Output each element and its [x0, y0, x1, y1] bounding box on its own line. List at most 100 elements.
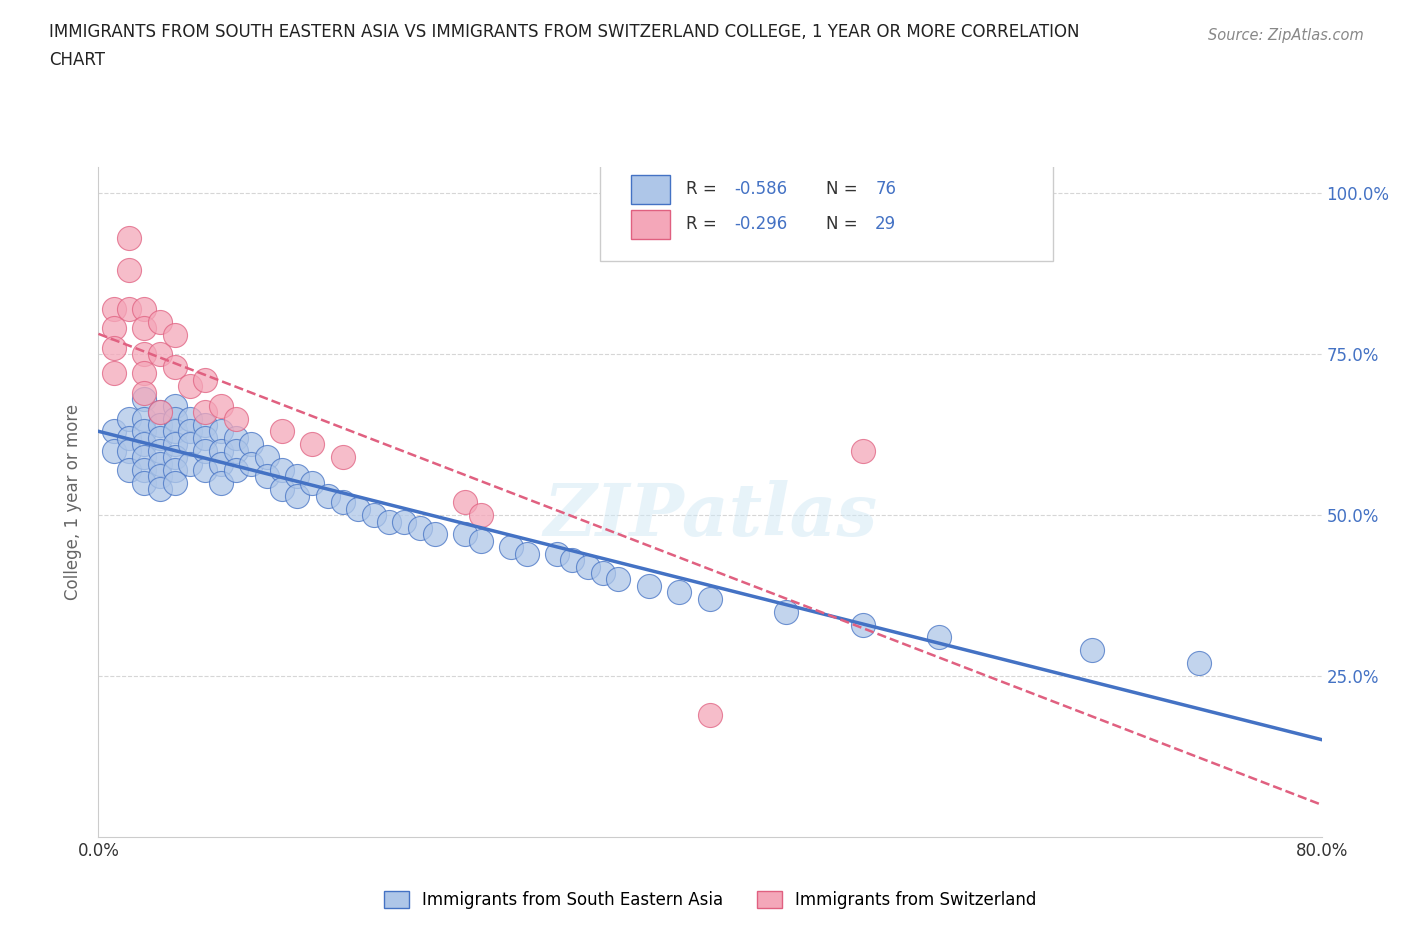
Point	[103, 424, 125, 439]
Point	[470, 534, 492, 549]
Point	[163, 450, 186, 465]
Text: -0.586: -0.586	[734, 180, 787, 198]
Point	[852, 618, 875, 632]
Point	[134, 385, 156, 400]
Point	[561, 552, 583, 567]
Point	[149, 444, 172, 458]
Point	[454, 527, 477, 542]
Text: -0.296: -0.296	[734, 216, 787, 233]
Point	[179, 411, 201, 426]
Y-axis label: College, 1 year or more: College, 1 year or more	[65, 405, 83, 600]
Point	[163, 437, 186, 452]
Text: IMMIGRANTS FROM SOUTH EASTERN ASIA VS IMMIGRANTS FROM SWITZERLAND COLLEGE, 1 YEA: IMMIGRANTS FROM SOUTH EASTERN ASIA VS IM…	[49, 23, 1080, 41]
Point	[118, 263, 141, 278]
Point	[194, 431, 217, 445]
Point	[179, 424, 201, 439]
Point	[332, 495, 354, 510]
Point	[134, 437, 156, 452]
Point	[163, 424, 186, 439]
Point	[134, 366, 156, 381]
Point	[225, 411, 247, 426]
Point	[546, 546, 568, 561]
Text: CHART: CHART	[49, 51, 105, 69]
Point	[149, 418, 172, 432]
Point	[1081, 643, 1104, 658]
Point	[118, 431, 141, 445]
Point	[225, 431, 247, 445]
Point	[1188, 656, 1211, 671]
Point	[134, 462, 156, 477]
Point	[225, 444, 247, 458]
Text: 29: 29	[875, 216, 896, 233]
Point	[118, 301, 141, 316]
Point	[118, 231, 141, 246]
Text: N =: N =	[827, 216, 863, 233]
Point	[149, 469, 172, 484]
Point	[149, 456, 172, 471]
Point	[179, 379, 201, 393]
Text: ZIPatlas: ZIPatlas	[543, 480, 877, 551]
Point	[501, 539, 523, 554]
Point	[270, 482, 292, 497]
Point	[225, 462, 247, 477]
Point	[637, 578, 661, 593]
Point	[149, 314, 172, 329]
Point	[163, 411, 186, 426]
Point	[607, 572, 630, 587]
Point	[149, 482, 172, 497]
Point	[194, 405, 217, 419]
Point	[699, 707, 721, 722]
Point	[134, 301, 156, 316]
Point	[423, 527, 446, 542]
Point	[134, 424, 156, 439]
Text: N =: N =	[827, 180, 863, 198]
Point	[270, 424, 292, 439]
Point	[928, 630, 950, 644]
Point	[149, 405, 172, 419]
Point	[240, 456, 263, 471]
Point	[179, 456, 201, 471]
Point	[194, 418, 217, 432]
Point	[454, 495, 477, 510]
Text: Source: ZipAtlas.com: Source: ZipAtlas.com	[1208, 28, 1364, 43]
Point	[149, 431, 172, 445]
Point	[134, 475, 156, 490]
Text: R =: R =	[686, 216, 721, 233]
Point	[194, 462, 217, 477]
Point	[179, 437, 201, 452]
Point	[103, 444, 125, 458]
Point	[209, 398, 232, 413]
Point	[209, 424, 232, 439]
Point	[347, 501, 370, 516]
Point	[149, 405, 172, 419]
Point	[668, 585, 690, 600]
Point	[301, 475, 323, 490]
Point	[332, 450, 354, 465]
Point	[392, 514, 416, 529]
Point	[118, 444, 141, 458]
FancyBboxPatch shape	[600, 161, 1053, 261]
Legend: Immigrants from South Eastern Asia, Immigrants from Switzerland: Immigrants from South Eastern Asia, Immi…	[377, 884, 1043, 916]
Point	[118, 462, 141, 477]
Point	[163, 462, 186, 477]
Point	[163, 398, 186, 413]
Point	[118, 411, 141, 426]
Point	[194, 444, 217, 458]
Point	[470, 508, 492, 523]
Point	[134, 450, 156, 465]
Bar	[630, 176, 669, 205]
Point	[103, 301, 125, 316]
Point	[209, 444, 232, 458]
Point	[363, 508, 385, 523]
Point	[163, 327, 186, 342]
Point	[256, 469, 278, 484]
Bar	[630, 210, 669, 239]
Point	[592, 565, 614, 580]
Point	[149, 347, 172, 362]
Point	[163, 475, 186, 490]
Point	[285, 469, 308, 484]
Point	[134, 411, 156, 426]
Point	[240, 437, 263, 452]
Point	[576, 559, 599, 574]
Point	[699, 591, 721, 606]
